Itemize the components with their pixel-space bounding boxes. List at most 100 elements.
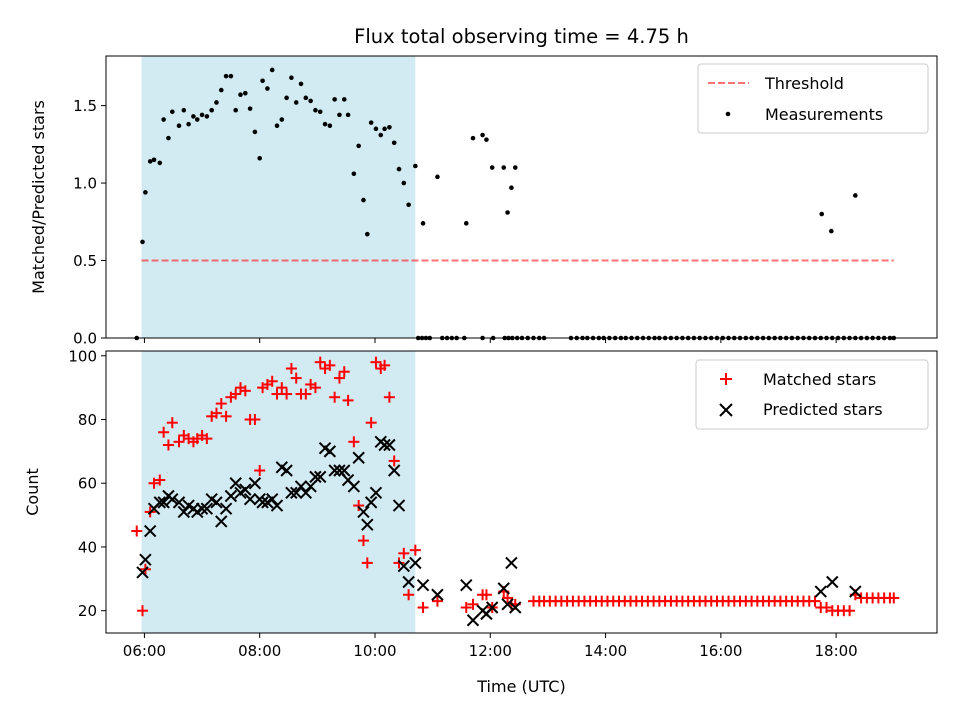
predicted-point [229,477,242,490]
measurement-point [401,180,407,186]
matched-point [329,391,341,403]
measurement-point [470,135,476,141]
matched-point [431,595,443,607]
measurement-point [420,221,426,226]
predicted-point [200,502,214,515]
predicted-point [265,492,279,506]
matched-point [403,589,415,601]
matched-point [249,414,261,426]
matched-point [365,417,377,429]
matched-point [314,356,326,368]
predicted-point [195,502,209,515]
matched-point [383,391,395,403]
predicted-point [485,601,499,614]
matched-point [148,477,160,489]
predicted-point [364,496,378,509]
matched-point [393,557,405,569]
predicted-point [338,464,351,477]
measurement-point [480,132,485,138]
matched-point [166,417,178,429]
measurement-point [298,81,304,87]
matched-point [300,388,312,400]
predicted-point [224,489,238,503]
y-axis-label-bottom: Count [23,468,42,516]
measurement-point [140,239,145,245]
matched-point [230,388,242,400]
legend-predicted-label: Predicted stars [763,400,883,419]
measurement-point [157,160,163,166]
measurement-point [356,143,361,149]
measurement-point [257,155,263,161]
measurement-point [181,107,187,113]
x-ticks-bottom: 06:00 08:00 10:00 12:00 14:00 16:00 18:00 [123,633,858,660]
measurement-point [252,129,258,135]
predicted-point [383,438,396,452]
x-tick-label: 08:00 [238,642,281,660]
matched-point [276,382,288,394]
matched-point [502,592,514,604]
measurement-point [214,100,219,105]
matched-point [409,544,421,556]
measurement-point [209,107,214,113]
measurement-point [505,210,510,215]
measurement-point [199,112,205,118]
legend-predicted-swatch [719,403,733,417]
measurement-point [337,112,342,118]
legend-box-top [697,63,929,134]
measurement-point [368,120,374,125]
measurement-point [223,73,229,79]
measurement-point [327,123,333,129]
predicted-point [285,486,298,500]
measurement-point [406,202,411,208]
predicted-point [369,486,383,500]
matched-point [379,359,391,371]
predicted-point [352,451,365,464]
matched-point [460,602,472,614]
predicted-point [239,483,252,496]
y-tick-label: 1.5 [73,97,97,115]
measurement-point [396,166,402,172]
matched-point [333,372,345,384]
predicted-point [172,496,186,509]
measurement-point [161,117,166,122]
shaded-interval-top [141,56,416,338]
shaded-interval-bottom [141,351,416,633]
predicted-point [388,464,401,477]
matched-point [162,439,174,451]
matched-point [210,407,222,419]
measurement-point [218,87,224,93]
legend-matched-label: Matched stars [763,370,876,389]
y-tick-label: 0.5 [73,252,97,270]
y-ticks-bottom: 20 40 60 80 100 [68,347,106,620]
matched-point [220,410,232,422]
predicted-points [136,435,862,627]
predicted-point [323,445,337,458]
measurement-point [829,228,834,234]
matched-point [158,426,170,438]
axes-frame-top [105,55,938,339]
y-tick-label: 20 [78,602,97,620]
matched-point [137,605,149,617]
measurement-point [413,163,418,169]
measurement-point [233,107,238,113]
predicted-point [215,515,228,528]
predicted-point [347,480,361,493]
predicted-point [466,614,480,627]
measurement-point [176,123,182,129]
measurement-point [269,67,275,73]
y-tick-label: 40 [78,538,97,556]
predicted-point [280,464,293,477]
matched-point [417,602,429,614]
measurement-point [391,140,397,146]
matched-point [888,592,900,604]
measurement-point [260,78,265,84]
predicted-point [177,505,191,519]
matched-point [388,455,400,467]
y-tick-label: 80 [78,411,97,429]
matched-point [266,375,278,387]
matched-point [173,436,185,448]
measurement-point [279,117,285,122]
predicted-point [361,518,374,531]
legend-box-bottom [695,359,929,430]
